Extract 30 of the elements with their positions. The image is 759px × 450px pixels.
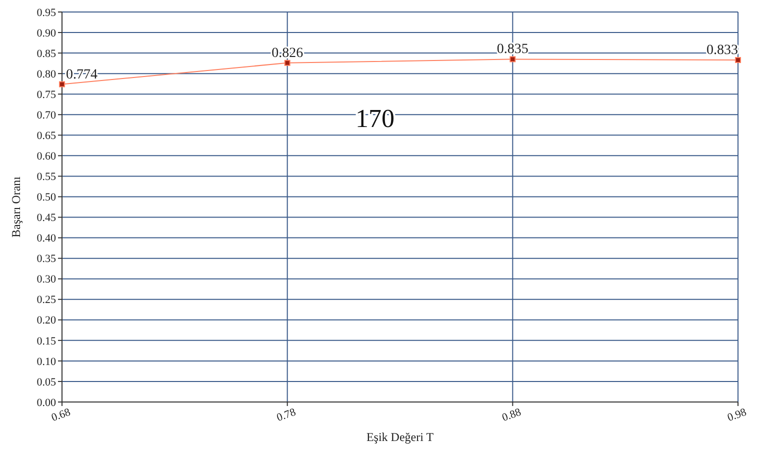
- y-axis-title: Başarı Oranı: [9, 176, 23, 238]
- y-tick-label: 0.90: [36, 27, 56, 40]
- y-tick-label: 0.50: [36, 192, 56, 204]
- y-tick-label: 0.15: [36, 335, 56, 348]
- y-tick-label: 0.60: [36, 150, 56, 163]
- x-tick-label: 0.88: [500, 406, 524, 424]
- y-tick-label: 0.55: [36, 171, 56, 184]
- x-tick-label: 0.68: [50, 406, 73, 424]
- y-tick-label: 0.45: [36, 212, 56, 224]
- x-axis-title: Eşik Değeri T: [366, 430, 434, 444]
- y-tick-label: 0.00: [36, 396, 56, 409]
- y-tick-label: 0.20: [36, 314, 56, 327]
- x-tick-label: 0.98: [726, 406, 749, 424]
- y-tick-label: 0.05: [36, 376, 56, 388]
- point: [735, 57, 741, 64]
- x-tick-label: 0.78: [275, 406, 298, 424]
- point: [284, 60, 290, 66]
- y-tick-label: 0.35: [36, 253, 56, 266]
- y-tick-label: 0.40: [36, 232, 56, 245]
- y-tick-label: 0.10: [36, 356, 56, 368]
- y-tick-label: 0.30: [36, 274, 56, 286]
- y-tick-label: 0.25: [36, 294, 56, 306]
- point: [59, 81, 65, 88]
- y-tick-label: 0.75: [36, 88, 56, 101]
- y-tick-label: 0.95: [36, 6, 56, 19]
- y-tick-label: 0.70: [36, 109, 56, 122]
- y-tick-label: 0.65: [36, 130, 56, 142]
- point: [510, 56, 516, 62]
- y-tick-label: 0.85: [36, 48, 56, 60]
- y-tick-label: 0.80: [36, 68, 56, 80]
